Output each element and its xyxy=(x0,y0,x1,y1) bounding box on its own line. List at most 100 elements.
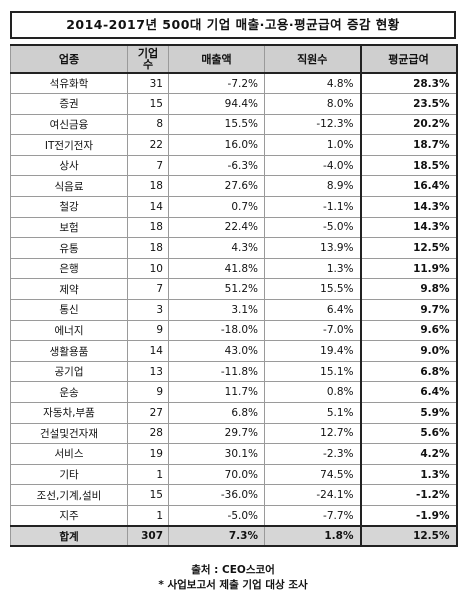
industry-cell: 식음료 xyxy=(10,175,128,198)
table-row: 서비스 19 30.1% -2.3% 4.2% xyxy=(10,443,458,465)
company-count-cell: 8 xyxy=(127,113,169,136)
table-row: 상사 7 -6.3% -4.0% 18.5% xyxy=(10,154,458,177)
header-company-count-label: 기업 수 xyxy=(137,47,159,71)
employees-cell: -12.3% xyxy=(264,113,361,136)
avg-salary-cell: 9.8% xyxy=(359,278,458,301)
avg-salary-cell: 5.6% xyxy=(359,422,458,445)
industry-cell: 에너지 xyxy=(10,319,128,342)
employees-cell: 1.0% xyxy=(264,134,361,156)
revenue-cell: -11.8% xyxy=(168,360,265,383)
revenue-cell: 70.0% xyxy=(168,463,265,486)
table-row: 에너지 9 -18.0% -7.0% 9.6% xyxy=(10,319,458,342)
revenue-cell: 29.7% xyxy=(168,422,265,445)
footnote: * 사업보고서 제출 기업 대상 조사 xyxy=(158,579,308,591)
avg-salary-cell: 16.4% xyxy=(359,175,458,198)
industry-cell: 보험 xyxy=(10,216,128,239)
revenue-cell: 94.4% xyxy=(168,93,265,115)
avg-salary-cell: 28.3% xyxy=(359,72,458,95)
company-count-cell: 14 xyxy=(127,340,169,362)
revenue-cell: -7.2% xyxy=(168,72,265,95)
employees-cell: -4.0% xyxy=(264,154,361,177)
table-row: 조선,기계,설비 15 -36.0% -24.1% -1.2% xyxy=(10,484,458,506)
employees-cell: -2.3% xyxy=(264,443,361,465)
employees-cell: 4.8% xyxy=(264,72,361,95)
avg-salary-cell: 9.0% xyxy=(359,340,458,362)
avg-salary-cell: 18.5% xyxy=(359,154,458,177)
avg-salary-cell: 12.5% xyxy=(359,237,458,259)
avg-salary-cell: 11.9% xyxy=(359,257,458,280)
table-row: 공기업 13 -11.8% 15.1% 6.8% xyxy=(10,360,458,383)
header-employees: 직원수 xyxy=(264,44,361,74)
revenue-cell: 11.7% xyxy=(168,381,265,403)
table-row: 여신금융 8 15.5% -12.3% 20.2% xyxy=(10,113,458,136)
employees-cell: 8.9% xyxy=(264,175,361,198)
company-count-cell: 9 xyxy=(127,381,169,403)
company-count-cell: 18 xyxy=(127,237,169,259)
industry-table: 업종 기업 수 매출액 직원수 평균급여 석유화학 31 -7.2% 4.8% 28.3… xyxy=(10,44,458,548)
company-count-cell: 7 xyxy=(127,154,169,177)
revenue-cell: 3.1% xyxy=(168,299,265,321)
table-row: 석유화학 31 -7.2% 4.8% 28.3% xyxy=(10,72,458,95)
avg-salary-cell: 4.2% xyxy=(359,443,458,465)
industry-cell: 조선,기계,설비 xyxy=(10,484,128,506)
total-count: 307 xyxy=(127,525,169,548)
employees-cell: 15.1% xyxy=(264,360,361,383)
company-count-cell: 22 xyxy=(127,134,169,156)
employees-cell: 1.3% xyxy=(264,257,361,280)
table-body: 석유화학 31 -7.2% 4.8% 28.3% 증권 15 94.4% 8.0% 23.5% 여신… xyxy=(10,72,458,527)
company-count-cell: 18 xyxy=(127,175,169,198)
table-row: 증권 15 94.4% 8.0% 23.5% xyxy=(10,93,458,115)
table-row: 기타 1 70.0% 74.5% 1.3% xyxy=(10,463,458,486)
avg-salary-cell: 18.7% xyxy=(359,134,458,156)
revenue-cell: 16.0% xyxy=(168,134,265,156)
header-industry: 업종 xyxy=(10,44,128,74)
revenue-cell: 27.6% xyxy=(168,175,265,198)
avg-salary-cell: 9.7% xyxy=(359,299,458,321)
employees-cell: 15.5% xyxy=(264,278,361,301)
revenue-cell: 30.1% xyxy=(168,443,265,465)
table-row: 지주 1 -5.0% -7.7% -1.9% xyxy=(10,504,458,527)
total-revenue: 7.3% xyxy=(168,525,265,548)
table-row: 보험 18 22.4% -5.0% 14.3% xyxy=(10,216,458,239)
revenue-cell: 43.0% xyxy=(168,340,265,362)
avg-salary-cell: 6.8% xyxy=(359,360,458,383)
avg-salary-cell: -1.9% xyxy=(359,504,458,527)
company-count-cell: 15 xyxy=(127,93,169,115)
header-row: 업종 기업 수 매출액 직원수 평균급여 xyxy=(10,44,458,74)
table-row: 통신 3 3.1% 6.4% 9.7% xyxy=(10,299,458,321)
total-avg-salary: 12.5% xyxy=(359,525,458,548)
total-employees: 1.8% xyxy=(264,525,361,548)
avg-salary-cell: -1.2% xyxy=(359,484,458,506)
industry-cell: 철강 xyxy=(10,196,128,218)
employees-cell: 74.5% xyxy=(264,463,361,486)
industry-cell: 기타 xyxy=(10,463,128,486)
employees-cell: -1.1% xyxy=(264,196,361,218)
table-row: 철강 14 0.7% -1.1% 14.3% xyxy=(10,196,458,218)
company-count-cell: 1 xyxy=(127,504,169,527)
employees-cell: 12.7% xyxy=(264,422,361,445)
employees-cell: 8.0% xyxy=(264,93,361,115)
revenue-cell: -6.3% xyxy=(168,154,265,177)
revenue-cell: 6.8% xyxy=(168,402,265,424)
avg-salary-cell: 14.3% xyxy=(359,196,458,218)
industry-cell: 은행 xyxy=(10,257,128,280)
industry-cell: 증권 xyxy=(10,93,128,115)
employees-cell: -7.7% xyxy=(264,504,361,527)
company-count-cell: 31 xyxy=(127,72,169,95)
company-count-cell: 27 xyxy=(127,402,169,424)
industry-cell: 상사 xyxy=(10,154,128,177)
table-row: 자동차,부품 27 6.8% 5.1% 5.9% xyxy=(10,402,458,424)
employees-cell: 13.9% xyxy=(264,237,361,259)
avg-salary-cell: 14.3% xyxy=(359,216,458,239)
revenue-cell: 51.2% xyxy=(168,278,265,301)
industry-cell: 지주 xyxy=(10,504,128,527)
employees-cell: -5.0% xyxy=(264,216,361,239)
table-title: 2014-2017년 500대 기업 매출·고용·평균급여 증감 현황 xyxy=(10,11,456,39)
industry-cell: 공기업 xyxy=(10,360,128,383)
company-count-cell: 1 xyxy=(127,463,169,486)
revenue-cell: 0.7% xyxy=(168,196,265,218)
total-industry: 합계 xyxy=(10,525,128,548)
employees-cell: -24.1% xyxy=(264,484,361,506)
revenue-cell: 4.3% xyxy=(168,237,265,259)
